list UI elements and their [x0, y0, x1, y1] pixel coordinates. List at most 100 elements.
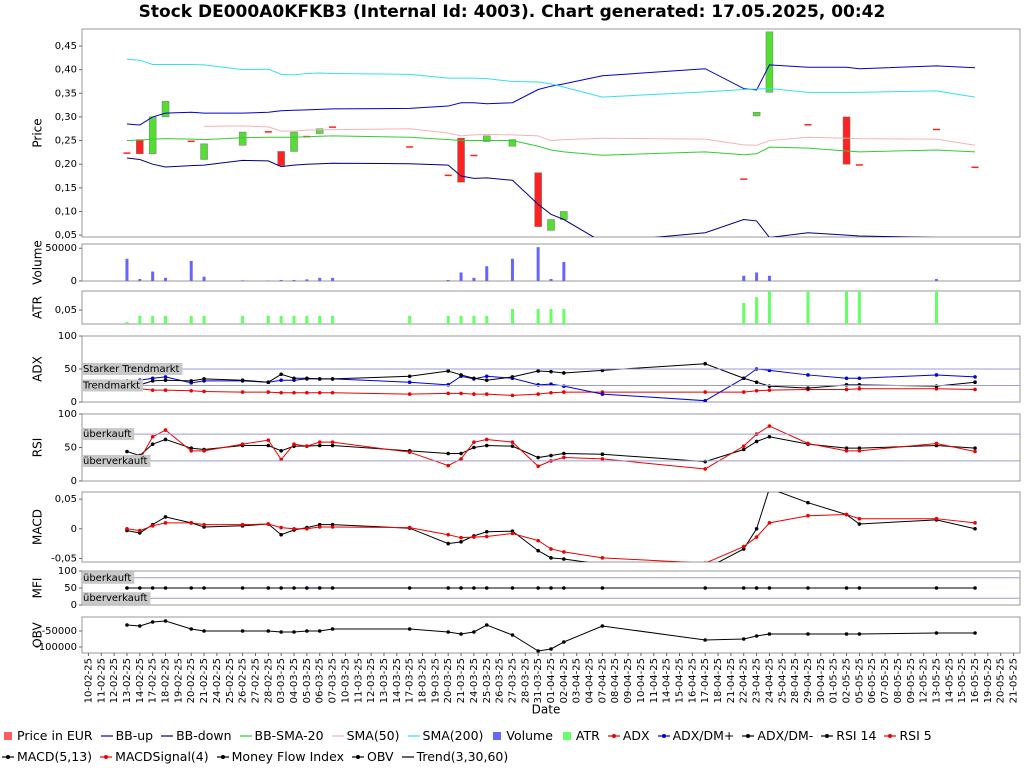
point: [857, 586, 862, 590]
legend-item: RSI 14: [821, 725, 876, 746]
y-axis-label: ADX: [31, 356, 45, 382]
point: [330, 525, 335, 529]
legend: Price in EUR BB-up BB-down BB-SMA-20 SMA(50)…: [2, 725, 1022, 767]
point: [741, 447, 746, 452]
point: [305, 526, 309, 531]
point: [407, 586, 412, 590]
bar: [331, 315, 335, 324]
point: [562, 550, 566, 554]
point: [407, 525, 412, 530]
x-tick-label: 17-03-25: [405, 658, 416, 703]
candle: [161, 101, 170, 118]
legend-item: OBV: [351, 746, 394, 767]
x-tick-label: 06-05-25: [867, 658, 878, 703]
point: [973, 586, 977, 590]
bar: [138, 279, 142, 281]
y-tick-label: 0,30: [55, 112, 77, 123]
point: [600, 392, 605, 396]
point: [266, 380, 271, 385]
point: [844, 376, 849, 381]
point: [973, 380, 977, 385]
candle: [238, 131, 247, 146]
point: [600, 452, 605, 457]
point: [857, 449, 862, 453]
x-tick-label: 14-05-25: [944, 658, 955, 703]
point: [741, 586, 746, 590]
point: [305, 376, 309, 381]
point: [459, 540, 463, 544]
point: [163, 437, 168, 442]
point: [150, 388, 155, 392]
point: [266, 390, 271, 394]
point: [279, 630, 283, 634]
candle: [187, 140, 195, 143]
point: [125, 623, 129, 627]
point: [484, 374, 489, 379]
threshold-label: überverkauft: [83, 593, 148, 604]
x-tick-label: 27-03-25: [507, 658, 518, 703]
point: [279, 372, 283, 377]
point: [472, 376, 476, 381]
x-tick-label: 27-02-25: [250, 658, 261, 703]
point: [279, 390, 283, 395]
legend-label: BB-down: [176, 728, 232, 743]
point: [741, 637, 746, 641]
candle: [329, 126, 337, 128]
point: [459, 632, 463, 636]
x-tick-label: 13-03-25: [379, 658, 390, 703]
x-tick-label: 24-02-25: [212, 658, 223, 703]
bar: [755, 272, 759, 281]
x-tick-label: 05-03-25: [302, 658, 313, 703]
bar: [408, 315, 412, 324]
legend-label: Money Flow Index: [231, 749, 344, 764]
series-line: [126, 135, 976, 156]
y-tick-label: 0: [71, 276, 77, 287]
threshold-label-bg: [82, 363, 183, 375]
point: [163, 521, 168, 525]
panel-plot: [125, 586, 977, 590]
point: [754, 380, 759, 385]
point: [472, 586, 476, 590]
point: [317, 390, 322, 395]
point: [549, 453, 553, 458]
point: [934, 387, 939, 391]
bar: [202, 276, 206, 281]
x-tick-label: 21-04-25: [726, 658, 737, 703]
point: [536, 464, 540, 469]
point: [536, 586, 540, 590]
bar: [318, 277, 322, 281]
point: [973, 375, 977, 379]
bar: [485, 266, 489, 281]
legend-label: ADX: [622, 728, 650, 743]
bar: [755, 297, 759, 324]
legend-label: RSI 5: [899, 728, 932, 743]
legend-dot: [746, 733, 751, 738]
point: [240, 586, 245, 590]
x-tick-label: 19-05-25: [983, 658, 994, 703]
x-tick-label: 20-05-25: [996, 658, 1007, 703]
legend-dot: [104, 754, 109, 759]
legend-marker: [407, 734, 420, 737]
point: [446, 463, 451, 468]
bar: [459, 315, 463, 324]
point: [741, 390, 746, 394]
x-tick-label: 29-04-25: [803, 658, 814, 703]
point: [279, 586, 283, 590]
y-tick-label: 50000: [45, 243, 77, 254]
point: [844, 383, 849, 387]
threshold-label-bg: [82, 454, 151, 467]
x-tick-label: 17-02-25: [148, 658, 159, 703]
point: [562, 557, 566, 561]
legend-label: BB-SMA-20: [254, 728, 324, 743]
candle: [315, 128, 324, 134]
point: [138, 586, 142, 590]
point: [703, 467, 707, 471]
point: [484, 443, 489, 448]
point: [562, 390, 566, 394]
legend-label: Volume: [506, 728, 553, 743]
point: [934, 373, 939, 377]
x-tick-label: 12-02-25: [109, 658, 120, 703]
candle: [765, 31, 774, 93]
candle: [406, 146, 414, 148]
point: [484, 623, 489, 627]
